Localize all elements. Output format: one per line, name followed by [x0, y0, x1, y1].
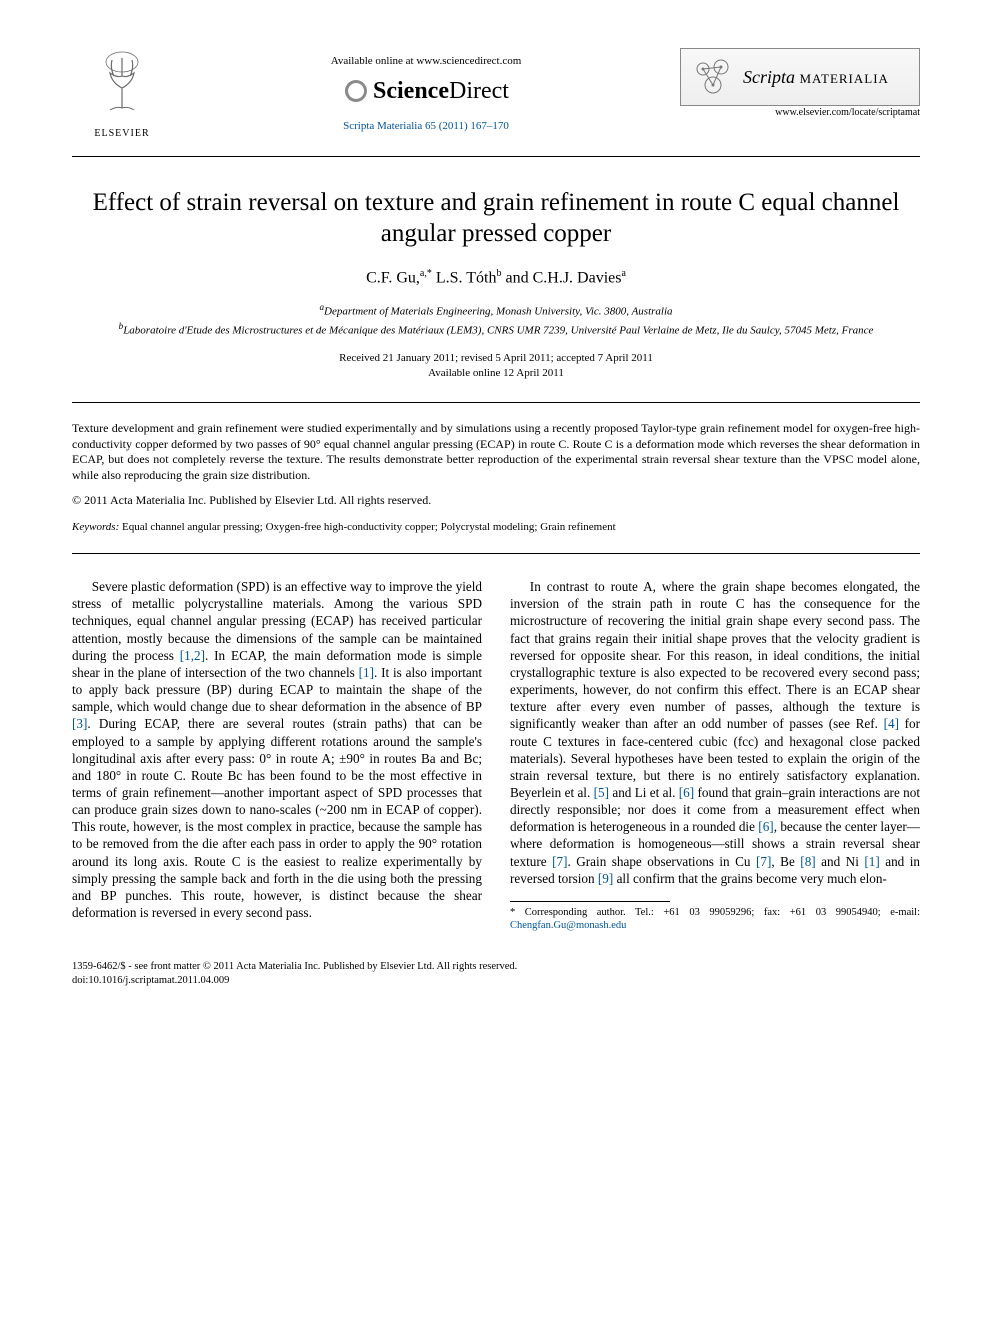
ref-link[interactable]: [1,2] [180, 648, 205, 663]
sd-light: Direct [449, 78, 509, 104]
center-header: Available online at www.sciencedirect.co… [172, 48, 680, 134]
journal-name-italic: Scripta [743, 67, 795, 87]
authors-line: C.F. Gu,a,* L.S. Tóthb and C.H.J. Davies… [72, 267, 920, 289]
publisher-logo-block: ELSEVIER [72, 48, 172, 140]
journal-name-smallcaps: MATERIALIA [800, 71, 889, 86]
ref-link[interactable]: [1] [359, 665, 374, 680]
keywords-label: Keywords: [72, 521, 119, 533]
dates-line1: Received 21 January 2011; revised 5 Apri… [339, 352, 653, 364]
body-para-1: Severe plastic deformation (SPD) is an e… [72, 578, 482, 921]
journal-atoms-icon [691, 55, 735, 99]
publisher-label: ELSEVIER [72, 127, 172, 141]
ref-link[interactable]: [9] [598, 871, 613, 886]
ref-link[interactable]: [1] [864, 854, 879, 869]
available-online-line: Available online at www.sciencedirect.co… [172, 54, 680, 69]
abstract-copyright: © 2011 Acta Materialia Inc. Published by… [72, 492, 920, 508]
ref-link[interactable]: [7] [756, 854, 771, 869]
header-row: ELSEVIER Available online at www.science… [72, 48, 920, 148]
keywords-line: Keywords: Equal channel angular pressing… [72, 520, 920, 535]
abstract-bottom-rule [72, 553, 920, 554]
journal-brand-block: Scripta MATERIALIA www.elsevier.com/loca… [680, 48, 920, 148]
page-footer: 1359-6462/$ - see front matter © 2011 Ac… [72, 960, 920, 987]
sciencedirect-swirl-icon [343, 78, 369, 104]
article-title: Effect of strain reversal on texture and… [72, 187, 920, 250]
journal-box: Scripta MATERIALIA [680, 48, 920, 106]
affil-a: Department of Materials Engineering, Mon… [324, 306, 673, 318]
top-rule [72, 156, 920, 157]
citation-line[interactable]: Scripta Materialia 65 (2011) 167–170 [172, 119, 680, 134]
body-columns: Severe plastic deformation (SPD) is an e… [72, 578, 920, 932]
ref-link[interactable]: [3] [72, 716, 87, 731]
corresponding-author-footnote: * Corresponding author. Tel.: +61 03 990… [510, 906, 920, 932]
ref-link[interactable]: [5] [594, 785, 609, 800]
ref-link[interactable]: [7] [552, 854, 567, 869]
sciencedirect-logo: ScienceDirect [343, 75, 509, 107]
ref-link[interactable]: [4] [884, 716, 899, 731]
footer-line1: 1359-6462/$ - see front matter © 2011 Ac… [72, 960, 920, 974]
abstract-text: Texture development and grain refinement… [72, 421, 920, 484]
keywords-values: Equal channel angular pressing; Oxygen-f… [122, 521, 616, 533]
footnote-email[interactable]: Chengfan.Gu@monash.edu [510, 920, 626, 931]
locate-url[interactable]: www.elsevier.com/locate/scriptamat [680, 106, 920, 120]
article-dates: Received 21 January 2011; revised 5 Apri… [72, 351, 920, 382]
ref-link[interactable]: [8] [800, 854, 815, 869]
footer-doi: doi:10.1016/j.scriptamat.2011.04.009 [72, 974, 920, 988]
sciencedirect-text: ScienceDirect [373, 75, 509, 107]
affiliations: aDepartment of Materials Engineering, Mo… [72, 301, 920, 339]
sd-bold: Science [373, 78, 449, 104]
affil-b: Laboratoire d'Etude des Microstructures … [123, 325, 873, 337]
body-para-2: In contrast to route A, where the grain … [510, 578, 920, 887]
footnote-text: * Corresponding author. Tel.: +61 03 990… [510, 907, 920, 918]
footnote-separator [510, 901, 670, 902]
ref-link[interactable]: [6] [758, 819, 773, 834]
ref-link[interactable]: [6] [679, 785, 694, 800]
abstract-top-rule [72, 402, 920, 403]
journal-title: Scripta MATERIALIA [743, 65, 889, 89]
dates-line2: Available online 12 April 2011 [428, 367, 564, 379]
elsevier-tree-icon [92, 48, 152, 118]
